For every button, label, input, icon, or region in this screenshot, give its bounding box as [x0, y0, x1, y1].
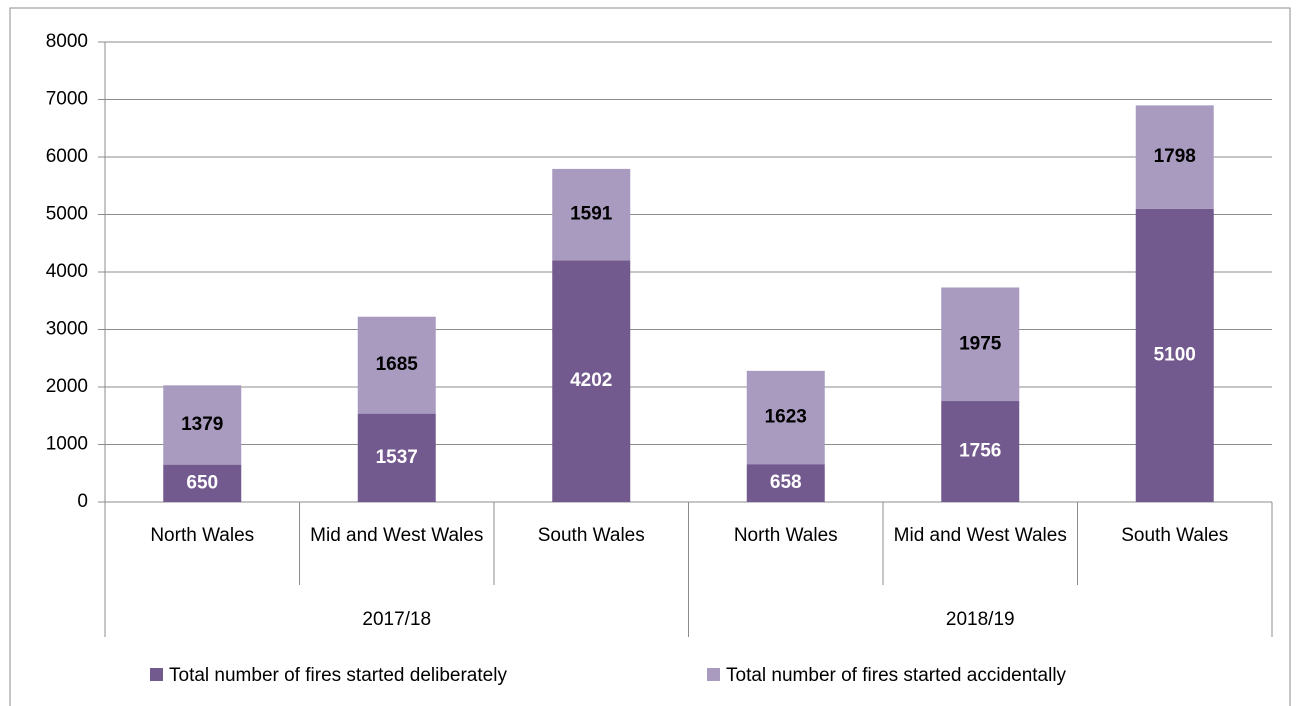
group-label: 2018/19	[945, 609, 1015, 630]
y-tick-label: 4000	[46, 261, 88, 282]
x-tick-label: Mid and West Wales	[893, 525, 1067, 546]
bar-segment	[746, 370, 825, 465]
y-tick-label: 3000	[46, 319, 88, 340]
chart-border	[9, 7, 1291, 706]
bar-segment	[357, 316, 436, 414]
x-tick-label: South Wales	[1121, 525, 1229, 546]
group-label: 2017/18	[362, 609, 432, 630]
x-tick-label: North Wales	[150, 525, 255, 546]
bar-segment	[746, 464, 825, 502]
data-label: 1537	[376, 447, 418, 468]
legend-label: Total number of fires started deliberate…	[169, 665, 507, 686]
x-tick-label: North Wales	[733, 525, 838, 546]
legend-swatch	[150, 668, 163, 681]
y-tick-label: 8000	[46, 31, 88, 52]
x-tick-label: Mid and West Wales	[310, 525, 484, 546]
data-label: 1623	[765, 407, 807, 428]
x-tick-label: South Wales	[537, 525, 645, 546]
y-tick-label: 6000	[46, 146, 88, 167]
bar-segment	[163, 464, 242, 502]
bar-segment	[941, 401, 1020, 502]
bar-segment	[941, 287, 1020, 402]
data-label: 1756	[959, 441, 1001, 462]
data-label: 1685	[376, 354, 419, 375]
y-tick-label: 5000	[46, 204, 88, 225]
y-tick-label: 7000	[46, 89, 88, 110]
bar-segment	[552, 168, 631, 261]
y-tick-label: 1000	[46, 434, 88, 455]
bar-segment	[163, 385, 242, 465]
y-tick-label: 2000	[46, 376, 88, 397]
bar-segment	[552, 260, 631, 502]
legend-label: Total number of fires started accidental…	[726, 665, 1067, 686]
data-label: 650	[186, 472, 218, 493]
data-label: 1591	[570, 204, 613, 225]
y-tick-label: 0	[77, 491, 88, 512]
bar-segment	[1135, 208, 1214, 502]
legend-swatch	[707, 668, 720, 681]
data-label: 1975	[959, 333, 1002, 354]
data-label: 658	[770, 472, 802, 493]
bar-segment	[1135, 105, 1214, 209]
data-label: 4202	[570, 370, 612, 391]
data-label: 1798	[1154, 146, 1196, 167]
data-label: 1379	[181, 414, 223, 435]
data-label: 5100	[1154, 344, 1196, 365]
bar-segment	[357, 413, 436, 502]
